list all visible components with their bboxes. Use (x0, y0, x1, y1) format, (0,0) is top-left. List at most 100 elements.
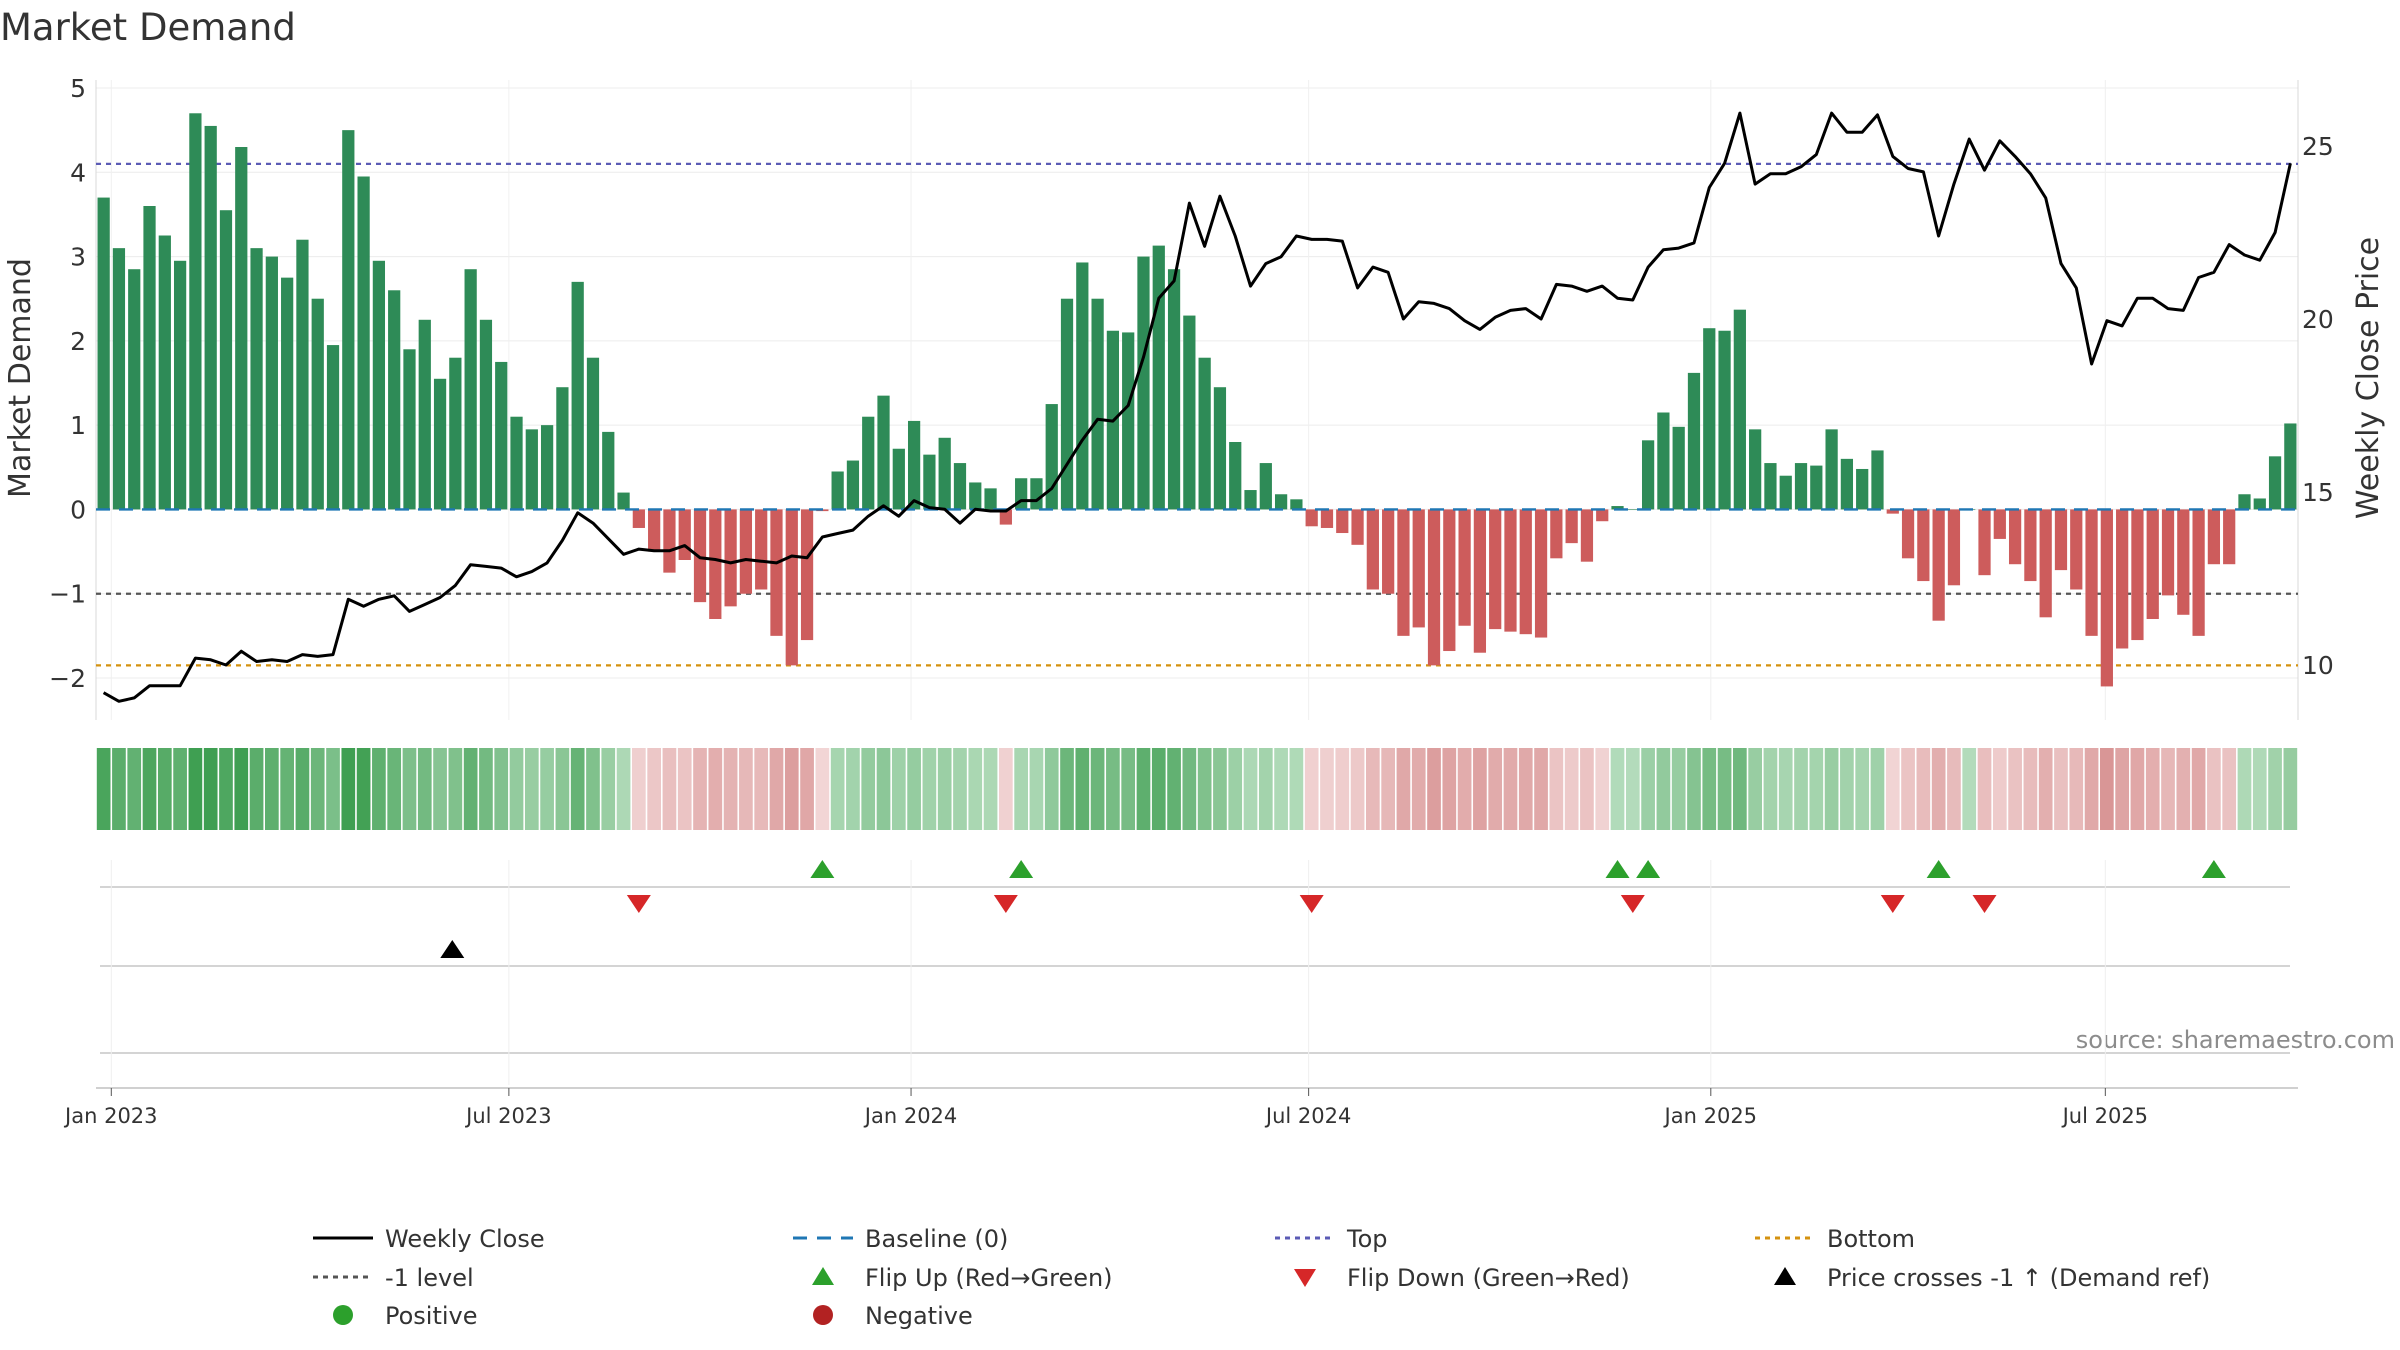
legend-item: Top (1275, 1225, 1388, 1253)
strip-cell (1029, 748, 1044, 830)
demand-bar (1703, 328, 1716, 510)
strip-cell (2252, 748, 2267, 830)
demand-bar (540, 425, 554, 510)
legend-label: Flip Down (Green→Red) (1347, 1264, 1630, 1292)
demand-bar (97, 197, 110, 510)
demand-bar (1504, 509, 1517, 632)
flip-down-marker (1620, 895, 1645, 913)
y-tick-label: 4 (70, 158, 86, 187)
demand-bar (1840, 458, 1854, 510)
demand-bar (938, 437, 951, 510)
strip-cell (1044, 748, 1059, 830)
demand-bar (2192, 509, 2205, 636)
strip-cell (1350, 748, 1365, 830)
legend-item: Bottom (1755, 1225, 1915, 1253)
demand-bar (984, 488, 997, 510)
strip-cell (647, 748, 661, 830)
legend-item: Price crosses -1 ↑ (Demand ref) (1774, 1264, 2210, 1292)
price-cross-marker (440, 940, 465, 958)
demand-bar (1657, 412, 1670, 510)
demand-bar (204, 125, 217, 510)
legend-swatch (1294, 1269, 1316, 1287)
legend-item: Flip Down (Green→Red) (1294, 1264, 1630, 1292)
weekly-close-line (102, 111, 2292, 703)
strip-cell (723, 748, 738, 830)
y-tick-label: −1 (49, 580, 86, 609)
demand-bar (2116, 509, 2129, 649)
strip-cell (2115, 748, 2129, 830)
strip-cell (1381, 748, 1395, 830)
strip-cell (2191, 748, 2206, 830)
strip-cell (1748, 748, 1762, 830)
strip-cell (708, 748, 723, 830)
demand-bar (877, 395, 890, 510)
strip-cell (1641, 748, 1655, 830)
demand-bar (219, 210, 233, 510)
legend-item: -1 level (313, 1264, 474, 1292)
strip-cell (219, 748, 233, 830)
demand-bar (495, 361, 508, 510)
demand-bar (923, 454, 936, 510)
strip-cell (1870, 748, 1885, 830)
x-tick-label: Jan 2024 (863, 1104, 958, 1128)
y-tick-label: 1 (70, 411, 86, 440)
strip-cell (1411, 748, 1426, 830)
demand-bar (969, 482, 982, 510)
x-tick-label: Jul 2024 (1264, 1104, 1351, 1128)
strip-cell (463, 748, 478, 830)
strip-cell (2161, 748, 2175, 830)
strip-cell (632, 748, 646, 830)
strip-cell (1809, 748, 1824, 830)
demand-bar (449, 357, 462, 510)
demand-bar (1091, 298, 1104, 510)
strip-cell (1151, 748, 1166, 830)
demand-bar (1672, 426, 1685, 510)
strip-cell (2283, 748, 2298, 830)
strip-cell (570, 748, 585, 830)
demand-bar (1519, 509, 1532, 635)
demand-bar (1810, 465, 1823, 510)
legend-swatch (1774, 1267, 1796, 1285)
strip-cell (280, 748, 294, 830)
demand-bar (158, 235, 171, 510)
y2-axis-ticks: 25 20 15 10 (2302, 132, 2334, 680)
demand-bar (1611, 506, 1624, 510)
demand-bar (1152, 245, 1165, 510)
demand-bar (1382, 509, 1395, 594)
strip-cell (1733, 748, 1747, 830)
y2-tick-label: 10 (2302, 651, 2334, 680)
demand-bar (663, 509, 676, 573)
strip-cell (417, 748, 432, 830)
flip-up-marker (1605, 860, 1630, 878)
demand-bar (433, 378, 447, 510)
strip-cell (846, 748, 860, 830)
strip-cell (891, 748, 906, 830)
demand-bar (2253, 498, 2266, 510)
legend: Weekly Close Baseline (0) Top Bottom -1 leve… (313, 1225, 2210, 1330)
demand-bar (1076, 262, 1089, 510)
strip-cell (1625, 748, 1640, 830)
demand-bar (831, 471, 844, 510)
strip-cell (203, 748, 218, 830)
legend-label: Weekly Close (385, 1225, 545, 1253)
demand-bar (1749, 429, 1762, 510)
legend-label: Negative (865, 1302, 973, 1330)
signal-rows (96, 860, 2298, 1089)
demand-bar (1978, 509, 1991, 576)
demand-bar (479, 319, 493, 510)
demand-bar (1733, 309, 1746, 510)
demand-bar (709, 509, 722, 619)
strip-cell (1488, 748, 1503, 830)
flip-up-marker (1009, 860, 1034, 878)
demand-bar (1534, 509, 1548, 638)
demand-bar (602, 431, 615, 510)
demand-bar (648, 509, 661, 552)
strip-cell (1901, 748, 1915, 830)
y-tick-label: 0 (70, 495, 86, 524)
demand-bar (1412, 509, 1425, 628)
strip-cell (1121, 748, 1136, 830)
demand-bar (372, 260, 386, 510)
strip-cell (1304, 748, 1319, 830)
demand-bar (189, 113, 202, 510)
